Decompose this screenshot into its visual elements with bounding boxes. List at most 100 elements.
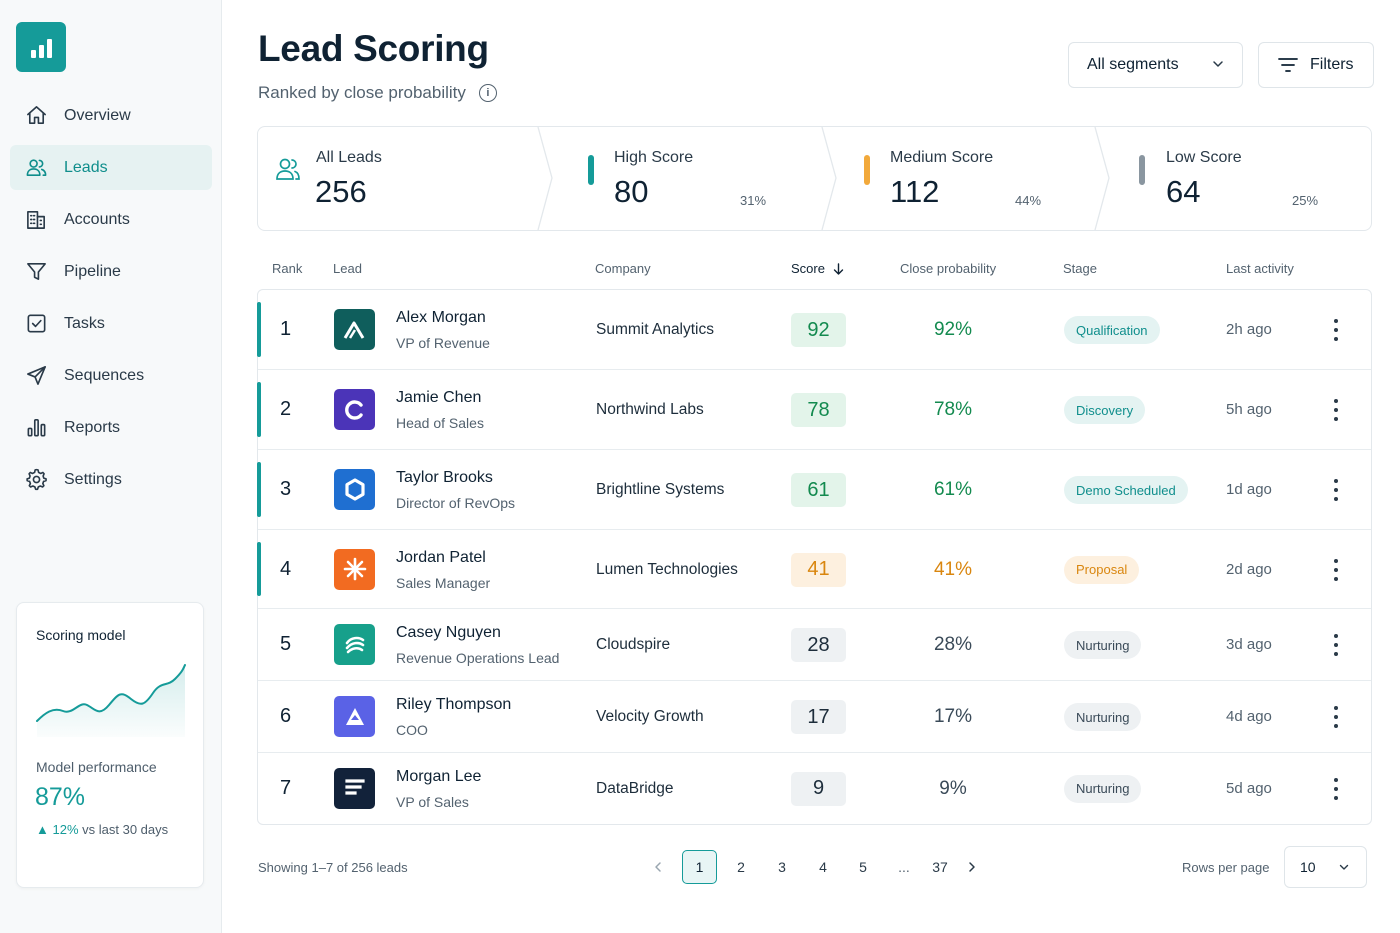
table-row[interactable]: 2 Jamie Chen Head of Sales Northwind Labs 78… (257, 370, 1371, 450)
model-change-text: vs last 30 days (82, 822, 169, 837)
chevron-down-icon (1213, 61, 1223, 67)
next-page-chevron-right-icon[interactable] (962, 850, 982, 884)
summary-medium-value: 112 (890, 174, 940, 209)
score-badge: 78 (791, 393, 846, 427)
summary-all-leads[interactable]: All Leads 256 (258, 127, 538, 230)
prev-page-chevron-left-icon[interactable] (648, 850, 668, 884)
table-row[interactable]: 1 Alex Morgan VP of Revenue Summit Analytic… (257, 290, 1371, 370)
last-activity: 2d ago (1226, 560, 1272, 578)
sidebar-item-accounts[interactable]: Accounts (10, 197, 212, 242)
page-37-button[interactable]: 37 (932, 859, 948, 875)
score-summary-strip: All Leads 256 High Score 80 31% Medium S… (257, 126, 1372, 231)
lead-rank: 3 (280, 478, 292, 500)
lead-title: COO (396, 722, 428, 738)
summary-low-score[interactable]: Low Score 64 25% (1111, 127, 1371, 230)
model-change: ▲ 12% vs last 30 days (36, 822, 168, 837)
column-header-stage[interactable]: Stage (1063, 261, 1097, 276)
summary-medium-score[interactable]: Medium Score 112 44% (838, 127, 1098, 230)
sidebar-item-settings[interactable]: Settings (10, 457, 212, 502)
summary-low-pct: 25% (1292, 193, 1319, 208)
filters-button[interactable]: Filters (1258, 42, 1374, 88)
row-menu-kebab-icon[interactable] (1326, 479, 1346, 501)
summary-medium-pct: 44% (1015, 193, 1042, 208)
chevron-down-icon (1339, 864, 1349, 870)
rows-per-page-label: Rows per page (1182, 860, 1270, 875)
row-menu-kebab-icon[interactable] (1326, 634, 1346, 656)
page-4-button[interactable]: 4 (819, 859, 827, 875)
databridge-logo-icon (334, 767, 375, 809)
lead-name[interactable]: Casey Nguyen (396, 624, 501, 641)
lead-name[interactable]: Taylor Brooks (396, 469, 493, 486)
summary-high-label: High Score (614, 149, 694, 166)
sidebar-item-overview[interactable]: Overview (10, 93, 212, 138)
users-icon (24, 156, 48, 180)
page-1-button[interactable]: 1 (682, 850, 717, 884)
showing-count: Showing 1–7 of 256 leads (258, 860, 408, 875)
column-header-probability[interactable]: Close probability (900, 261, 997, 276)
sidebar-item-tasks[interactable]: Tasks (10, 301, 212, 346)
page-title: Lead Scoring (258, 28, 489, 69)
lead-name[interactable]: Morgan Lee (396, 767, 482, 785)
score-badge: 61 (791, 473, 846, 507)
row-menu-kebab-icon[interactable] (1326, 706, 1346, 728)
row-menu-kebab-icon[interactable] (1326, 777, 1346, 800)
summit-logo-icon (334, 309, 375, 350)
table-row[interactable]: 5 Casey Nguyen Revenue Operations Lead Clou… (258, 609, 1371, 681)
lead-name[interactable]: Jordan Patel (396, 548, 486, 566)
last-activity: 4d ago (1226, 708, 1272, 725)
sidebar-item-label: Sequences (64, 366, 145, 384)
column-header-company[interactable]: Company (595, 261, 651, 276)
stage-badge: Nurturing (1064, 774, 1142, 803)
page-3-button[interactable]: 3 (778, 859, 786, 875)
sidebar-nav: Overview Leads Accounts Pipeline Tasks Sequen… (10, 93, 212, 509)
low-score-marker (1139, 155, 1145, 185)
model-change-value: 12% (52, 822, 79, 837)
table-row[interactable]: 6 Riley Thompson COO Velocity Growth 17 17% Nu… (258, 681, 1371, 753)
lead-name[interactable]: Jamie Chen (396, 389, 482, 406)
row-menu-kebab-icon[interactable] (1326, 319, 1346, 341)
info-icon[interactable]: i (478, 84, 497, 102)
last-activity: 1d ago (1226, 481, 1272, 498)
stage-badge: Nurturing (1064, 631, 1142, 659)
summary-high-score[interactable]: High Score 80 31% (554, 127, 824, 230)
sidebar-item-label: Leads (64, 158, 108, 176)
rows-per-page-select[interactable]: 10 (1284, 846, 1367, 888)
column-header-score[interactable]: Score (791, 261, 844, 276)
page-5-button[interactable]: 5 (859, 859, 867, 875)
stage-badge: Discovery (1064, 396, 1146, 424)
score-badge: 92 (791, 313, 846, 347)
send-icon (24, 364, 48, 388)
velocity-logo-icon (334, 696, 375, 737)
row-accent-bar (257, 302, 261, 357)
column-header-rank[interactable]: Rank (272, 261, 303, 276)
row-menu-kebab-icon[interactable] (1326, 399, 1346, 421)
page-2-button[interactable]: 2 (737, 859, 745, 875)
sidebar-item-pipeline[interactable]: Pipeline (10, 249, 212, 294)
row-menu-kebab-icon[interactable] (1326, 558, 1346, 581)
table-row[interactable]: 3 Taylor Brooks Director of RevOps Brightli… (257, 450, 1371, 530)
lead-name[interactable]: Alex Morgan (396, 309, 486, 326)
page-subtitle: Ranked by close probability i (258, 83, 497, 103)
table-row[interactable]: 4 Jordan Patel Sales Manager Lumen Technolo… (257, 530, 1371, 609)
sidebar-item-reports[interactable]: Reports (10, 405, 212, 450)
close-probability: 28% (933, 634, 973, 655)
column-header-activity[interactable]: Last activity (1226, 261, 1294, 276)
segment-select[interactable]: All segments (1068, 42, 1243, 88)
filters-button-label: Filters (1310, 56, 1354, 73)
model-performance-label: Model performance (36, 759, 157, 775)
lead-rank: 5 (280, 633, 292, 655)
sidebar-item-leads[interactable]: Leads (10, 145, 212, 190)
lead-rank: 7 (280, 776, 292, 799)
sidebar-item-sequences[interactable]: Sequences (10, 353, 212, 398)
lead-name[interactable]: Riley Thompson (396, 696, 512, 713)
score-badge: 9 (791, 771, 846, 806)
table-row[interactable]: 7 Morgan Lee VP of Sales DataBridge 9 9% Nurtu… (258, 753, 1371, 824)
column-header-lead[interactable]: Lead (333, 261, 362, 276)
last-activity: 5d ago (1226, 779, 1272, 797)
lead-company: Velocity Growth (596, 708, 704, 725)
close-probability: 17% (933, 706, 973, 727)
row-accent-bar (257, 462, 261, 517)
app-logo-icon[interactable] (16, 22, 66, 72)
checkbox-icon (24, 312, 48, 336)
lead-rank: 4 (280, 557, 292, 580)
